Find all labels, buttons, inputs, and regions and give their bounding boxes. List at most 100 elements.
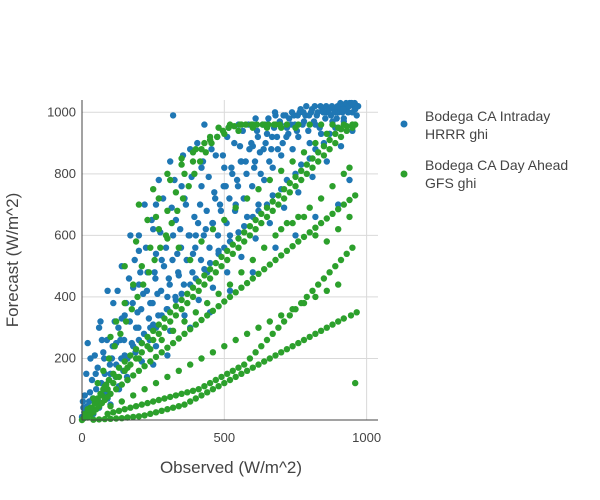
data-point (212, 152, 219, 159)
data-point (98, 392, 106, 399)
data-point (205, 173, 212, 181)
data-point (113, 415, 120, 422)
data-point (167, 158, 174, 165)
data-point (246, 355, 254, 362)
data-point (306, 229, 313, 236)
data-point (326, 136, 333, 144)
data-point (340, 170, 347, 177)
data-point (189, 293, 197, 301)
y-tick-label: 0 (69, 412, 76, 427)
data-point (209, 219, 216, 227)
data-point (320, 152, 328, 159)
data-point (201, 272, 208, 279)
data-point (241, 361, 248, 368)
data-point (157, 244, 164, 251)
data-point (286, 312, 293, 319)
data-point (266, 219, 273, 227)
data-point (164, 352, 171, 359)
data-point (128, 339, 135, 347)
data-point (289, 343, 296, 350)
data-point (248, 139, 255, 147)
data-point (189, 250, 197, 257)
data-point (271, 109, 279, 116)
data-point (352, 379, 359, 387)
data-point (111, 343, 118, 350)
axes (81, 100, 378, 421)
data-point (272, 352, 279, 359)
data-point (204, 299, 211, 307)
data-point (152, 409, 160, 416)
data-point (84, 339, 91, 347)
data-point (232, 289, 239, 296)
data-point (309, 287, 316, 294)
data-point (144, 399, 151, 407)
data-point (104, 287, 111, 294)
data-point (225, 124, 232, 131)
data-point (151, 269, 158, 276)
legend[interactable]: Bodega CA Intraday HRRR ghi Bodega CA Da… (400, 108, 569, 191)
data-point (212, 259, 219, 267)
data-point (263, 213, 271, 221)
data-point (162, 232, 170, 239)
data-point (107, 390, 114, 397)
data-point (218, 263, 225, 270)
data-point (224, 269, 231, 276)
data-point (352, 121, 359, 128)
data-point (187, 256, 194, 264)
data-point (226, 232, 234, 239)
data-point (135, 413, 143, 420)
data-point (255, 361, 262, 368)
data-point (315, 158, 322, 165)
data-point (272, 244, 279, 251)
data-point (286, 189, 293, 196)
data-point (135, 355, 143, 362)
data-point (130, 281, 137, 288)
data-point (346, 164, 353, 171)
data-point (224, 370, 231, 377)
data-point (162, 244, 170, 251)
data-point (169, 404, 177, 411)
data-point (322, 115, 329, 122)
data-point (214, 232, 222, 239)
data-point (157, 287, 165, 294)
data-point (257, 170, 264, 177)
data-point (303, 161, 310, 168)
legend-item-dayahead-gfs[interactable]: Bodega CA Day Ahead GFS ghi (400, 157, 569, 191)
data-point (172, 392, 180, 399)
x-axis-ticks: 0 500 1000 (78, 430, 381, 445)
data-point (229, 367, 236, 374)
data-point (243, 170, 250, 177)
data-point (201, 383, 208, 390)
legend-marker-dayahead-gfs (400, 170, 408, 178)
data-point (84, 406, 91, 413)
data-point (202, 226, 209, 233)
data-point (115, 324, 122, 331)
data-point (224, 247, 231, 254)
data-point (147, 410, 154, 417)
data-point (246, 223, 254, 230)
data-point (235, 229, 242, 236)
data-point (226, 281, 234, 288)
data-point (172, 189, 180, 196)
data-point (135, 324, 142, 331)
data-point (219, 127, 227, 134)
data-point (335, 318, 342, 325)
data-point (305, 112, 313, 119)
data-point (280, 204, 288, 211)
data-point (323, 238, 330, 245)
data-point (140, 281, 147, 288)
data-point (168, 219, 175, 227)
data-point (130, 392, 137, 399)
data-point (204, 389, 211, 396)
data-point (228, 164, 235, 171)
data-point (179, 195, 187, 202)
data-point (255, 324, 262, 331)
legend-item-intraday-hrrr[interactable]: Bodega CA Intraday HRRR ghi (400, 108, 551, 142)
data-point (251, 158, 259, 165)
data-point (268, 146, 275, 153)
data-point (261, 176, 268, 184)
data-point (278, 252, 285, 259)
data-point (106, 361, 114, 368)
data-point (135, 201, 143, 208)
data-point (295, 213, 302, 221)
